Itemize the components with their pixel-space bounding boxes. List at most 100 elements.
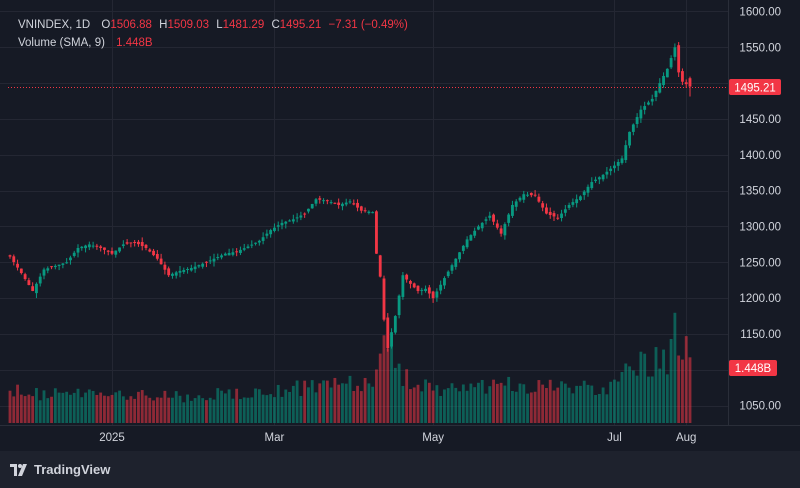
candle-body (552, 213, 556, 217)
volume-bar (677, 355, 681, 423)
candle-body (223, 253, 227, 256)
time-tick-label: Aug (676, 432, 696, 444)
candle-body (548, 211, 552, 216)
candle-body (518, 197, 522, 201)
volume-bar (246, 397, 250, 423)
candle-body (91, 245, 95, 247)
volume-bar (631, 370, 635, 423)
price-tick-label: 1400.00 (739, 150, 781, 162)
candle-body (492, 214, 495, 222)
time-axis[interactable]: 2025 Mar May Jul Aug (99, 432, 696, 444)
candle-body (231, 252, 235, 255)
candle-body (367, 211, 371, 214)
volume-bar (548, 379, 552, 423)
candle-body (284, 221, 288, 224)
volume-bar (511, 390, 514, 423)
candle-body (563, 209, 567, 213)
candle-body (401, 275, 405, 297)
volume-bar (53, 388, 57, 423)
volume-bar (412, 387, 416, 423)
candle-body (148, 249, 152, 252)
volume-bar (650, 376, 654, 423)
candle-body (152, 250, 155, 256)
volume-bar (8, 390, 12, 423)
candle-body (631, 124, 635, 132)
high-value: 1509.03 (167, 19, 210, 31)
candle-body (337, 202, 341, 205)
volume-bar (110, 394, 114, 423)
candle-body (205, 261, 208, 263)
candle-body (72, 252, 76, 256)
low-label: L (216, 19, 223, 31)
volume-bar (662, 349, 665, 423)
tradingview-brand-text: TradingView (34, 462, 111, 477)
volume-bar (688, 357, 692, 423)
volume-bar (654, 347, 658, 423)
candle-body (110, 250, 114, 254)
candle-body (405, 274, 409, 280)
volume-bar (477, 382, 480, 423)
change-value: −7.31 (−0.49%) (328, 19, 408, 31)
candle-body (533, 194, 537, 196)
last-price-badge: 1495.21 (729, 79, 781, 95)
candle-body (480, 222, 484, 229)
volume-bar (27, 394, 31, 423)
ohlc-row: VNINDEX, 1D O1506.88 H1509.03 L1481.29 C… (18, 16, 408, 34)
grid-lines (0, 0, 728, 425)
volume-bar (378, 353, 382, 423)
volume-bar (235, 388, 239, 423)
candle-body (189, 268, 193, 271)
tradingview-logo[interactable]: TradingView (10, 462, 110, 477)
volume-bar (597, 393, 601, 423)
volume-bar (276, 384, 280, 423)
candle-body (208, 260, 212, 262)
symbol-label[interactable]: VNINDEX, 1D (18, 19, 91, 31)
volume-bar (344, 383, 348, 423)
volume-bar (23, 396, 27, 423)
candle-body (246, 246, 250, 249)
volume-bar (613, 379, 616, 423)
candle-body (665, 68, 669, 78)
candle-body (499, 228, 503, 234)
chart-legend: VNINDEX, 1D O1506.88 H1509.03 L1481.29 C… (18, 16, 408, 52)
candle-body (8, 255, 12, 257)
volume-bar (174, 391, 178, 423)
candle-body (684, 82, 688, 85)
volume-bar (635, 375, 639, 423)
candle-body (201, 263, 205, 267)
candle-body (265, 233, 269, 236)
price-axis[interactable]: 1050.00 1150.00 1200.00 1250.00 1300.00 1350.… (739, 6, 781, 412)
last-price-badge-text: 1495.21 (734, 83, 776, 95)
volume-bar (178, 395, 182, 423)
price-candles (8, 42, 692, 352)
volume-bar (19, 394, 23, 423)
volume-bar (601, 387, 605, 423)
candle-body (257, 240, 261, 243)
candle-body (269, 230, 273, 235)
volume-bar (431, 390, 435, 423)
candle-body (19, 268, 23, 274)
volume-bar (212, 399, 216, 423)
volume-bar (231, 398, 235, 423)
volume-badge-text: 1.448B (735, 363, 772, 375)
footer-bar: TradingView (0, 451, 800, 488)
candle-body (118, 247, 121, 252)
candle-body (673, 47, 677, 57)
candle-body (435, 291, 439, 298)
volume-bar (552, 390, 556, 423)
volume-indicator-label[interactable]: Volume (SMA, 9) (18, 37, 105, 49)
candlestick-chart[interactable]: 1050.00 1150.00 1200.00 1250.00 1300.00 1350.… (0, 0, 800, 451)
volume-bar (665, 374, 669, 423)
volume-bar (91, 390, 95, 423)
volume-indicator-value: 1.448B (116, 37, 153, 49)
candle-body (325, 200, 329, 202)
candle-body (125, 242, 129, 244)
candle-body (144, 244, 148, 248)
candle-body (386, 317, 390, 349)
volume-bar (280, 396, 284, 423)
candle-body (424, 288, 427, 291)
volume-bar (261, 394, 265, 423)
volume-bar (310, 380, 314, 423)
candle-body (227, 252, 231, 256)
volume-bar (647, 376, 650, 423)
